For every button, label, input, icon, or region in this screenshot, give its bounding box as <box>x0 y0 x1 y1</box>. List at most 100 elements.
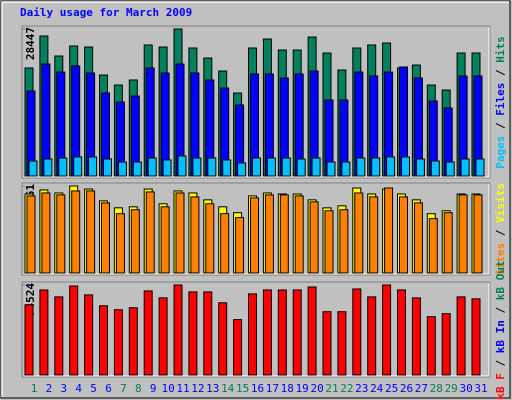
bar <box>250 197 259 274</box>
bar <box>252 157 261 177</box>
x-tick-label: 27 <box>415 382 428 395</box>
bar <box>99 305 108 376</box>
bar <box>220 213 230 274</box>
bar <box>190 196 200 274</box>
x-tick-label: 23 <box>355 382 368 395</box>
bar <box>371 157 381 177</box>
legend: Pages / Files / Hits <box>494 36 507 169</box>
bar <box>145 191 155 274</box>
bar <box>397 289 406 376</box>
panel-bevel <box>23 283 490 377</box>
legend-entry: Hits <box>494 36 507 63</box>
legend: Sites / Visits <box>494 183 507 276</box>
bar <box>218 302 228 376</box>
bar <box>294 195 304 274</box>
bar <box>173 284 183 376</box>
legend-entry: Sites <box>494 243 507 276</box>
x-tick-label: 17 <box>266 382 279 395</box>
bar <box>264 194 274 274</box>
bar <box>237 162 247 177</box>
x-tick-label: 31 <box>474 382 487 395</box>
bar <box>322 311 332 376</box>
bar <box>84 294 94 376</box>
bar <box>430 160 440 177</box>
bar <box>341 161 351 177</box>
bar <box>58 157 68 177</box>
x-tick-label: 2 <box>46 382 53 395</box>
bar <box>311 157 321 177</box>
bar <box>24 304 34 376</box>
x-tick-label: 11 <box>176 382 189 395</box>
bar <box>175 192 185 274</box>
x-tick-label: 22 <box>340 382 353 395</box>
x-tick-label: 10 <box>161 382 174 395</box>
bar <box>411 297 421 376</box>
bar <box>369 196 379 274</box>
bar <box>471 298 481 376</box>
bar <box>428 218 438 274</box>
legend-entry: kB Out <box>494 260 507 300</box>
legend: kB F / kB In / kB Out <box>494 260 507 399</box>
bar <box>222 159 232 177</box>
legend-entry: Files <box>494 83 507 116</box>
bar <box>130 209 140 274</box>
bar <box>177 155 187 177</box>
x-tick-label: 29 <box>445 382 458 395</box>
bar <box>460 158 470 177</box>
bar <box>28 160 38 177</box>
bar <box>292 289 302 376</box>
bar <box>309 201 319 274</box>
x-tick-label: 5 <box>90 382 97 395</box>
x-tick-label: 1 <box>31 382 38 395</box>
bar <box>281 157 291 177</box>
x-tick-label: 20 <box>310 382 323 395</box>
bar <box>337 311 347 376</box>
bar <box>307 286 317 376</box>
bar <box>233 319 243 376</box>
chart-title: Daily usage for March 2009 <box>20 6 192 19</box>
bar <box>458 194 468 274</box>
bar <box>326 161 336 177</box>
bar <box>384 187 394 274</box>
bar <box>203 291 213 376</box>
bar <box>69 285 79 376</box>
bar <box>117 161 127 177</box>
bar <box>367 296 377 376</box>
legend-separator: / <box>494 300 507 320</box>
bar <box>386 156 396 177</box>
bar <box>71 190 81 274</box>
bar <box>235 217 245 274</box>
bar <box>160 206 170 274</box>
bar <box>475 158 485 177</box>
x-tick-label: 15 <box>236 382 249 395</box>
bar <box>113 309 123 376</box>
bar <box>88 156 98 177</box>
bar <box>266 157 276 177</box>
bar <box>41 192 51 274</box>
bar <box>382 284 392 376</box>
bar <box>426 316 436 376</box>
x-tick-label: 7 <box>120 382 127 395</box>
bar <box>277 289 287 376</box>
x-tick-label: 3 <box>60 382 67 395</box>
x-tick-label: 13 <box>206 382 219 395</box>
x-tick-label: 25 <box>385 382 398 395</box>
bar <box>399 196 408 274</box>
bar <box>401 156 410 177</box>
legend-entry: kB In <box>494 320 507 353</box>
legend-separator: / <box>494 116 507 136</box>
bar <box>56 194 66 274</box>
bar <box>158 297 168 376</box>
legend-separator: / <box>494 63 507 83</box>
bar <box>456 296 466 376</box>
bar <box>473 194 483 274</box>
y-tick-label: 28447 <box>24 27 37 60</box>
bar <box>205 203 215 274</box>
bar <box>324 210 334 274</box>
bar <box>192 157 202 177</box>
bar <box>143 290 153 376</box>
bar <box>26 195 36 274</box>
